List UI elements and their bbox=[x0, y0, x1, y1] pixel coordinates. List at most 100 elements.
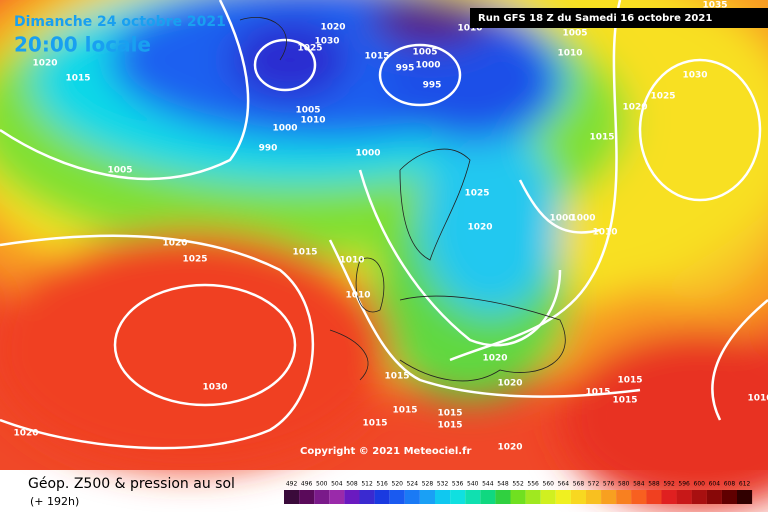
legend-swatch bbox=[525, 490, 541, 504]
legend-swatch bbox=[737, 490, 753, 504]
legend-swatch bbox=[676, 490, 692, 504]
isobar-labels: 1020101510051020102510301020102010301025… bbox=[13, 1, 768, 453]
legend-label: 612 bbox=[739, 481, 751, 488]
legend-label: 536 bbox=[452, 481, 464, 488]
legend-swatch bbox=[374, 490, 390, 504]
isobar-label: 1015 bbox=[612, 396, 637, 406]
legend-label: 556 bbox=[527, 481, 539, 488]
isobar-label: 1025 bbox=[650, 92, 675, 102]
legend-label: 604 bbox=[709, 481, 721, 488]
legend-swatch bbox=[555, 490, 571, 504]
legend-swatch bbox=[706, 490, 722, 504]
legend-swatch bbox=[284, 490, 300, 504]
legend-swatch bbox=[540, 490, 556, 504]
isobar-label: 1015 bbox=[362, 419, 387, 429]
run-banner bbox=[470, 8, 768, 28]
isobar-label: 995 bbox=[423, 81, 442, 91]
legend-swatch bbox=[404, 490, 420, 504]
isobar-label: 1035 bbox=[702, 1, 727, 11]
legend-label: 508 bbox=[346, 481, 358, 488]
isobar-label: 1015 bbox=[589, 133, 614, 143]
legend-swatch bbox=[631, 490, 647, 504]
isobar-label: 1030 bbox=[682, 71, 707, 81]
legend-label: 572 bbox=[588, 481, 600, 488]
footer-title: Géop. Z500 & pression au sol bbox=[28, 476, 235, 492]
legend-label: 588 bbox=[648, 481, 660, 488]
isobar-label: 1020 bbox=[497, 379, 522, 389]
legend-swatch bbox=[570, 490, 586, 504]
legend-label: 568 bbox=[573, 481, 585, 488]
isobar-label: 1030 bbox=[202, 383, 227, 393]
isobar-label: 1020 bbox=[467, 223, 492, 233]
isobar-label: 1020 bbox=[162, 239, 187, 249]
legend-swatch bbox=[419, 490, 435, 504]
coastlines bbox=[239, 17, 566, 382]
footer-lead: (+ 192h) bbox=[30, 495, 79, 508]
isobar-label: 1010 bbox=[557, 49, 582, 59]
legend-swatch bbox=[389, 490, 405, 504]
isobar-label: 1015 bbox=[65, 74, 90, 84]
legend-swatch bbox=[344, 490, 360, 504]
legend-label: 528 bbox=[422, 481, 434, 488]
isobar-label: 1020 bbox=[622, 103, 647, 113]
legend-label: 608 bbox=[724, 481, 736, 488]
legend-label: 532 bbox=[437, 481, 449, 488]
isobar-label: 1015 bbox=[364, 52, 389, 62]
isobar-label: 1010 bbox=[592, 228, 617, 238]
isobar-label: 1000 bbox=[549, 214, 574, 224]
isobar-label: 1015 bbox=[437, 409, 462, 419]
isobar-label: 1010 bbox=[339, 256, 364, 266]
legend-label: 596 bbox=[678, 481, 690, 488]
legend-label: 500 bbox=[316, 481, 328, 488]
isobar-label: 1015 bbox=[585, 388, 610, 398]
legend-swatch bbox=[721, 490, 737, 504]
run-label: Run GFS 18 Z du Samedi 16 octobre 2021 bbox=[478, 13, 712, 24]
legend-label: 524 bbox=[407, 481, 419, 488]
isobars bbox=[0, 0, 768, 450]
legend-swatch bbox=[480, 490, 496, 504]
legend-swatch bbox=[329, 490, 345, 504]
isobar-label: 1020 bbox=[497, 443, 522, 453]
isobar-label: 1015 bbox=[617, 376, 642, 386]
isobar-label: 1010 bbox=[747, 394, 768, 404]
legend-label: 540 bbox=[467, 481, 479, 488]
legend-label: 580 bbox=[618, 481, 630, 488]
isobar-label: 1015 bbox=[392, 406, 417, 416]
isobar-label: 995 bbox=[396, 64, 415, 74]
legend-label: 496 bbox=[301, 481, 313, 488]
legend-swatch bbox=[450, 490, 466, 504]
isobar-label: 1005 bbox=[107, 166, 132, 176]
legend-swatch bbox=[646, 490, 662, 504]
isobar-label: 1000 bbox=[272, 124, 297, 134]
isobar-label: 1025 bbox=[182, 255, 207, 265]
legend-label: 552 bbox=[512, 481, 524, 488]
legend-swatch bbox=[465, 490, 481, 504]
legend-label: 544 bbox=[482, 481, 494, 488]
legend-label: 516 bbox=[376, 481, 388, 488]
legend-swatch bbox=[510, 490, 526, 504]
legend-label: 492 bbox=[286, 481, 298, 488]
copyright: Copyright © 2021 Meteociel.fr bbox=[300, 446, 471, 457]
isobar-label: 1020 bbox=[320, 23, 345, 33]
legend-label: 548 bbox=[497, 481, 509, 488]
legend-label: 576 bbox=[603, 481, 615, 488]
legend-swatch bbox=[661, 490, 677, 504]
time-label: 20:00 locale bbox=[14, 33, 151, 57]
isobar-label: 1025 bbox=[297, 44, 322, 54]
isobar-label: 1025 bbox=[464, 189, 489, 199]
legend-label: 560 bbox=[543, 481, 555, 488]
legend-label: 584 bbox=[633, 481, 645, 488]
isobar-label: 1000 bbox=[570, 214, 595, 224]
legend-label: 600 bbox=[694, 481, 706, 488]
legend-label: 592 bbox=[663, 481, 675, 488]
legend-swatch bbox=[616, 490, 632, 504]
isobar-label: 1015 bbox=[437, 421, 462, 431]
isobar-label: 1010 bbox=[457, 24, 482, 34]
isobar-label: 1010 bbox=[300, 116, 325, 126]
legend-swatch bbox=[586, 490, 602, 504]
legend-swatch bbox=[495, 490, 511, 504]
isobar-label: 1005 bbox=[412, 48, 437, 58]
isobar-label: 1020 bbox=[482, 354, 507, 364]
legend-swatch bbox=[359, 490, 375, 504]
